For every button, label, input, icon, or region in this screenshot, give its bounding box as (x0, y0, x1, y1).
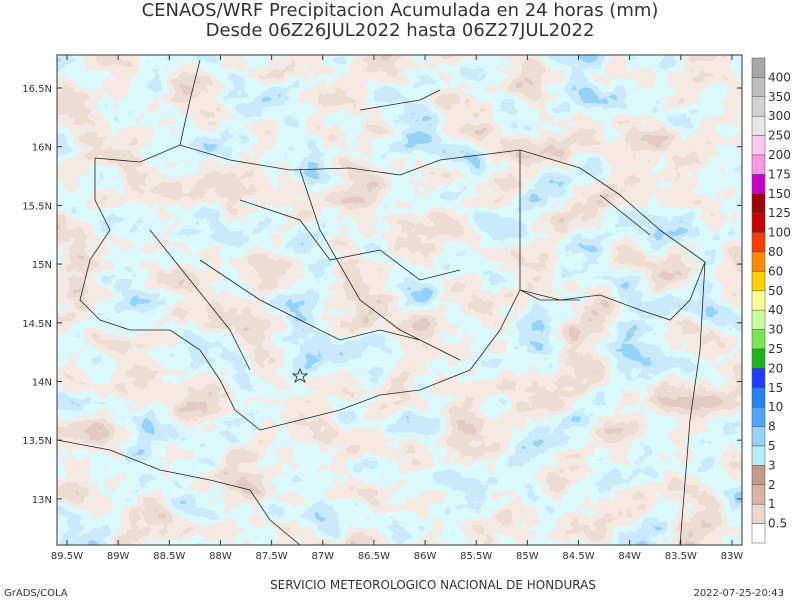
footer-center: SERVICIO METEOROLOGICO NACIONAL DE HONDU… (270, 578, 596, 592)
colorbar-box (751, 406, 766, 427)
footer-left: GrADS/COLA (4, 588, 68, 599)
department-border (149, 169, 461, 371)
colorbar-box (751, 426, 766, 447)
lat-label: 13.5N (22, 436, 52, 447)
colorbar-label: 100 (768, 226, 791, 240)
lon-label: 89W (107, 551, 130, 562)
colorbar-label: 3 (768, 458, 776, 472)
lat-label: 16N (32, 143, 52, 154)
colorbar-box (751, 309, 766, 330)
colorbar-box (751, 329, 766, 350)
colorbar-label: 175 (768, 167, 791, 181)
colorbar-label: 40 (768, 303, 783, 317)
colorbar-box (751, 484, 766, 505)
lon-label: 85.5W (460, 551, 492, 562)
colorbar-box (751, 212, 766, 233)
borders (57, 59, 706, 545)
colorbar-label: 50 (768, 284, 783, 298)
axis-labels: 16.5N 16N 15.5N 15N 14.5N 14N 13.5N 13N 89.5W 89W… (22, 55, 743, 562)
coastline (179, 59, 651, 236)
colorbar-box (751, 57, 766, 78)
colorbar-label: 400 (768, 70, 791, 84)
lon-label: 86.5W (358, 551, 390, 562)
coastline (57, 439, 301, 545)
colorbar-box (751, 465, 766, 486)
colorbar-box (751, 290, 766, 311)
lon-label: 89.5W (51, 551, 83, 562)
colorbar: 4003503002502001751501251008060504030252… (751, 57, 791, 544)
colorbar-box (751, 232, 766, 253)
colorbar-label: 30 (768, 323, 783, 337)
colorbar-box (751, 135, 766, 156)
colorbar-box (751, 251, 766, 272)
lat-label: 16.5N (22, 84, 52, 95)
colorbar-box (751, 193, 766, 214)
capital-marker (291, 367, 309, 383)
subtitle: Desde 06Z26JUL2022 hasta 06Z27JUL2022 (206, 20, 595, 41)
lon-label: 85W (516, 551, 539, 562)
lon-label: 88.5W (153, 551, 185, 562)
colorbar-label: 300 (768, 109, 791, 123)
lon-label: 87.5W (256, 551, 288, 562)
colorbar-label: 0.5 (768, 517, 787, 531)
colorbar-label: 150 (768, 187, 791, 201)
lat-label: 14N (32, 378, 52, 389)
colorbar-label: 250 (768, 129, 791, 143)
colorbar-box (751, 154, 766, 175)
precip-field (57, 55, 742, 545)
colorbar-box (751, 523, 766, 544)
colorbar-box (751, 387, 766, 408)
title: CENAOS/WRF Precipitacion Acumulada en 24… (142, 0, 659, 21)
lon-label: 86W (414, 551, 437, 562)
colorbar-label: 125 (768, 206, 791, 220)
lat-label: 14.5N (22, 319, 52, 330)
colorbar-label: 20 (768, 361, 783, 375)
lat-label: 15N (32, 260, 52, 271)
colorbar-label: 2 (768, 478, 776, 492)
map-frame (56, 54, 743, 546)
country-border (519, 150, 706, 545)
colorbar-label: 200 (768, 148, 791, 162)
colorbar-label: 15 (768, 381, 783, 395)
colorbar-box (751, 445, 766, 466)
colorbar-box (751, 77, 766, 98)
colorbar-label: 80 (768, 245, 783, 259)
colorbar-label: 8 (768, 420, 776, 434)
colorbar-box (751, 96, 766, 117)
lon-label: 84W (618, 551, 641, 562)
colorbar-label: 5 (768, 439, 776, 453)
colorbar-box (751, 348, 766, 369)
colorbar-label: 1 (768, 497, 776, 511)
colorbar-label: 10 (768, 400, 783, 414)
colorbar-label: 25 (768, 342, 783, 356)
colorbar-label: 60 (768, 264, 783, 278)
colorbar-box (751, 368, 766, 389)
lon-label: 87W (311, 551, 334, 562)
lon-label: 83W (721, 551, 744, 562)
lon-label: 84.5W (562, 551, 594, 562)
lat-label: 15.5N (22, 201, 52, 212)
lon-label: 88W (209, 551, 232, 562)
lon-label: 83.5W (665, 551, 697, 562)
footer-right: 2022-07-25-20:43 (693, 588, 784, 599)
colorbar-label: 350 (768, 90, 791, 104)
map (57, 55, 742, 545)
colorbar-box (751, 503, 766, 524)
colorbar-box (751, 174, 766, 195)
lat-label: 13N (32, 495, 52, 506)
colorbar-box (751, 115, 766, 136)
colorbar-box (751, 271, 766, 292)
